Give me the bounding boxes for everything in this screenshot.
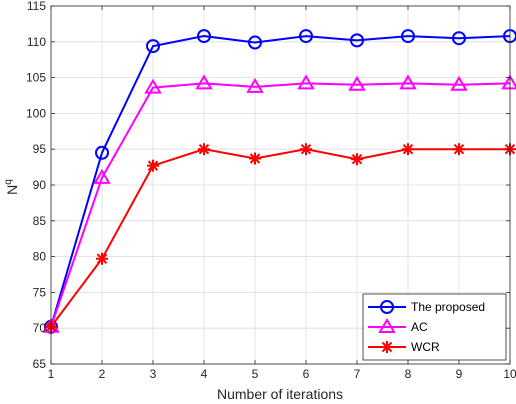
data-point <box>348 75 366 91</box>
data-point <box>351 153 363 166</box>
legend-item: The proposed <box>368 300 485 314</box>
star-stroke <box>300 143 312 155</box>
y-axis-label-superscript: q <box>3 179 14 185</box>
data-point <box>197 29 211 44</box>
x-tick-label: 1 <box>48 367 55 381</box>
legend: The proposed AC WCR <box>362 293 507 361</box>
x-tick-label: 7 <box>354 367 361 381</box>
series-line <box>50 35 511 328</box>
data-point <box>249 152 261 165</box>
star-stroke <box>198 143 210 155</box>
y-tick-label: 80 <box>33 250 47 264</box>
data-point <box>195 74 213 90</box>
x-tick-label: 9 <box>456 367 463 381</box>
y-tick-label: 85 <box>33 214 47 228</box>
x-tick-label: 10 <box>503 367 516 381</box>
star-stroke <box>351 154 363 165</box>
legend-label: The proposed <box>411 300 485 314</box>
legend-swatch-marker <box>378 318 396 333</box>
y-tick-label: 65 <box>33 357 47 371</box>
y-axis-label-base: N <box>4 185 20 195</box>
y-tick-label: 110 <box>27 35 46 49</box>
data-point <box>198 143 210 156</box>
data-point <box>401 29 415 44</box>
y-tick-label: 70 <box>33 321 47 335</box>
axis-ticks: 1 2 3 4 5 6 7 8 9 10 65 70 75 80 85 90 95 100 105 110 115 <box>26 0 516 381</box>
data-point <box>93 168 111 184</box>
x-tick-label: 8 <box>405 367 412 381</box>
data-point <box>452 31 466 46</box>
data-point <box>146 39 160 54</box>
legend-swatch-marker <box>381 341 393 353</box>
data-point <box>402 143 414 156</box>
y-tick-label: 75 <box>33 285 47 299</box>
data-point <box>450 75 468 91</box>
data-point <box>144 78 162 94</box>
data-point <box>299 29 313 44</box>
legend-label: WCR <box>411 340 440 354</box>
x-tick-label: 6 <box>303 367 310 381</box>
legend-label: AC <box>411 320 428 334</box>
y-tick-label: 95 <box>33 142 47 156</box>
x-tick-label: 2 <box>99 367 106 381</box>
series-line <box>50 82 511 328</box>
y-tick-label: 105 <box>26 71 46 85</box>
data-point <box>96 252 108 265</box>
data-point <box>248 35 262 50</box>
x-axis-label: Number of iterations <box>217 386 343 402</box>
data-point <box>399 74 417 90</box>
data-point <box>246 77 264 93</box>
star-stroke <box>402 143 414 155</box>
x-tick-label: 4 <box>201 367 208 381</box>
data-point <box>95 145 109 160</box>
data-point <box>350 33 364 48</box>
star-stroke <box>96 253 108 264</box>
y-tick-label: 90 <box>33 178 47 192</box>
data-point <box>297 74 315 90</box>
data-point <box>300 143 312 156</box>
star-stroke <box>381 341 393 353</box>
star-stroke <box>453 143 465 155</box>
legend-item: WCR <box>368 340 440 354</box>
y-tick-label: 115 <box>27 0 46 13</box>
x-tick-label: 3 <box>150 367 157 381</box>
star-stroke <box>249 153 261 164</box>
star-stroke <box>147 160 159 171</box>
legend-item: AC <box>368 318 428 334</box>
x-tick-label: 5 <box>252 367 259 381</box>
data-point <box>453 143 465 156</box>
y-axis-label: Nq <box>3 179 20 195</box>
series-ac <box>42 74 516 333</box>
y-tick-label: 100 <box>26 106 46 120</box>
series-line <box>50 148 510 328</box>
data-point <box>147 159 159 172</box>
legend-swatch-marker <box>380 300 394 314</box>
